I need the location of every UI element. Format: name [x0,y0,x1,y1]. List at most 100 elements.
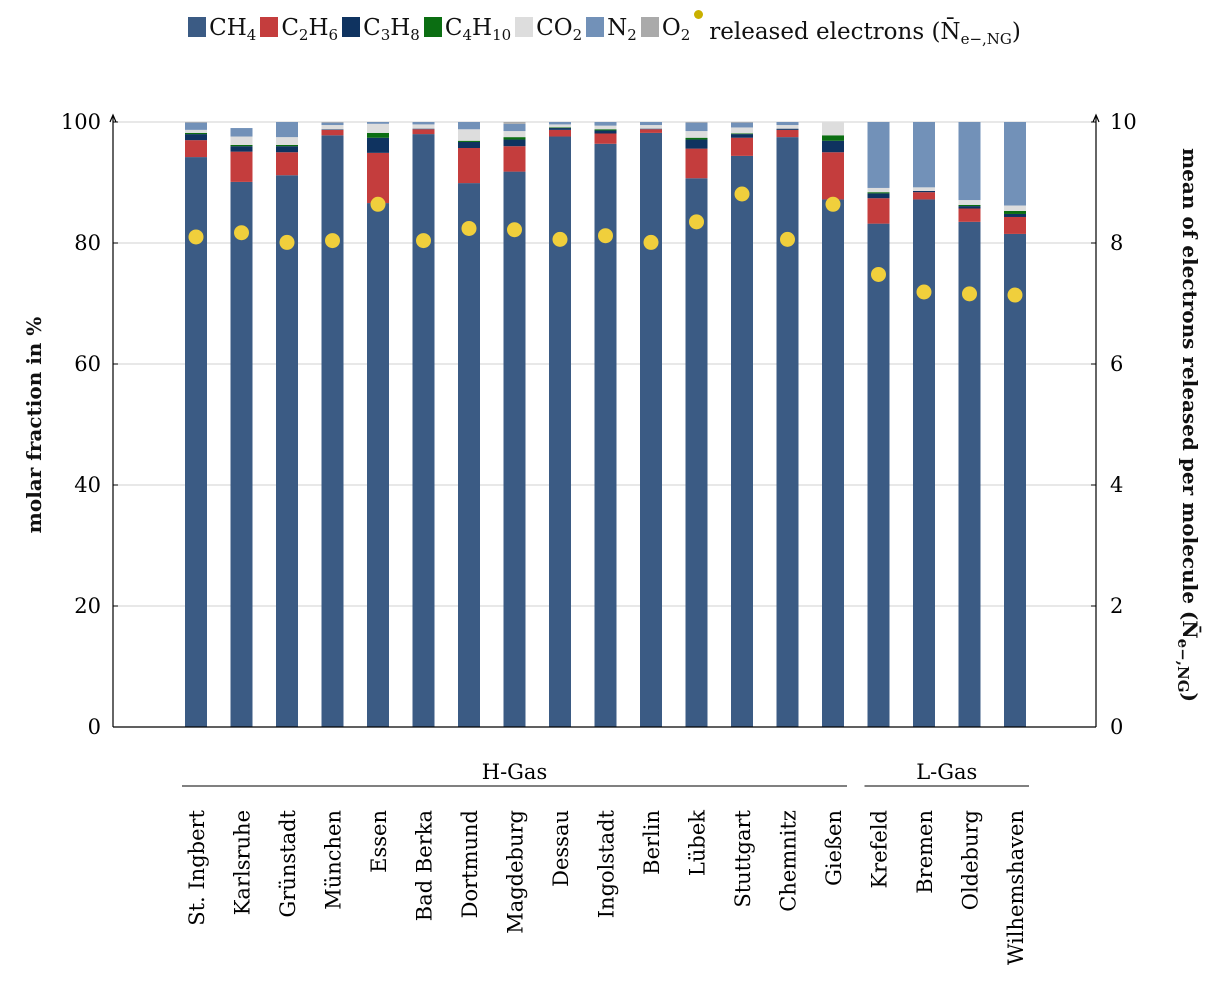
legend-label: C2H6 [281,14,339,44]
bar-segment [321,135,344,727]
bar-segment [958,208,981,222]
legend-label: C3H8 [363,14,420,44]
bar-segment [276,146,298,153]
bar-segment [412,129,435,135]
bar-segment [867,223,890,727]
bar-segment [549,128,571,130]
x-tick-label: St. Ingbert [185,809,209,925]
scatter-point [780,231,795,247]
bar-segment [230,181,253,727]
legend-marker [694,10,704,19]
bar-segment [321,129,344,136]
x-tick-label: Wilhemshaven [1004,810,1028,965]
bar-segment [412,124,435,129]
x-tick-label: Oldeburg [959,810,983,910]
bar-segment [685,122,708,132]
bar-segment [1004,216,1026,234]
y2-tick-label: 10 [1110,110,1137,134]
scatter-point [370,196,386,212]
y2-tick-label: 4 [1110,473,1123,497]
bar-segment [867,198,890,224]
bar-segment [776,129,799,138]
scatter-point [962,286,977,302]
bar-segment [549,127,571,129]
bar-segment [412,134,435,728]
bar-segment [276,122,298,138]
scatter-point [234,225,249,241]
bar-segment [367,203,389,727]
scatter-point [734,186,750,202]
scatter-point [1007,287,1023,303]
bar-segment [731,127,753,134]
bar-segment [1004,122,1026,206]
bar-segment [458,122,480,130]
bar-segment [776,122,799,126]
legend-swatch [515,16,534,37]
bar-segment [503,139,526,147]
bar-segment [913,190,935,193]
y-tick-label: 20 [74,594,101,618]
bar-segment [594,130,617,134]
bar-segment [822,122,844,136]
bar-segment [321,122,344,123]
group-label: H-Gas [482,760,547,784]
bar-segment [958,122,981,201]
bar-segment [412,128,435,130]
x-tick-label: Dessau [549,810,573,887]
bar-segment [685,131,708,138]
bar-segment [685,178,708,727]
y2-axis-arrow [1092,113,1100,123]
bar-segment [731,155,753,727]
bar-segment [230,151,253,182]
bar-segment [276,175,298,728]
bar-segment [185,122,207,123]
y-tick-label: 60 [74,352,101,376]
y2-tick-label: 0 [1110,715,1123,739]
bar-segment [594,133,617,144]
bar-segment [230,144,253,147]
bar-segment [230,146,253,152]
bar-segment [458,148,480,184]
scatter-point [507,222,522,238]
bar-segment [685,139,708,149]
y2-axis-title: mean of electrons released per molecule … [1174,148,1202,702]
x-tick-label: Grünstadt [276,809,300,917]
scatter-point [825,196,841,212]
bar-segment [822,199,844,727]
y-tick-label: 100 [61,110,101,134]
scatter-point [188,229,204,245]
y-tick-label: 0 [88,715,101,739]
bar-segment [958,200,981,205]
bar-segment [276,152,298,176]
bar-segment [321,122,344,126]
legend-swatch [188,16,207,37]
bar-segment [867,187,890,193]
scatter-point [689,214,704,230]
bar-segment [640,125,662,129]
bar-segment [321,129,344,130]
bar-segment [185,134,207,141]
legend-swatch [640,16,659,37]
x-tick-label: Lübek [686,810,710,876]
bar-segment [503,123,526,132]
bar-segment [594,122,617,126]
bar-segment [549,122,571,125]
bar-segment [867,122,890,188]
bar-segment [549,136,571,727]
legend-label: N2 [607,14,637,44]
y2-axis-title-text: mean of electrons released per molecule … [1178,148,1202,639]
bar-segment [913,187,935,191]
bar-segment [685,137,708,140]
x-tick-label: Karlsruhe [231,810,255,915]
y-axis-arrow [109,113,117,123]
y2-tick-label: 6 [1110,352,1123,376]
x-tick-label: Dortmund [458,810,482,918]
legend-swatch [342,16,361,37]
bar-segment [958,206,981,209]
chart-legend: CH4 C2H6 C3H8 C4H10 CO2 N2 O2 released electron… [0,10,1209,48]
bar-segment [913,122,935,188]
bar-segment [503,122,526,124]
bar-segment [640,122,662,126]
bar-segment [503,171,526,728]
